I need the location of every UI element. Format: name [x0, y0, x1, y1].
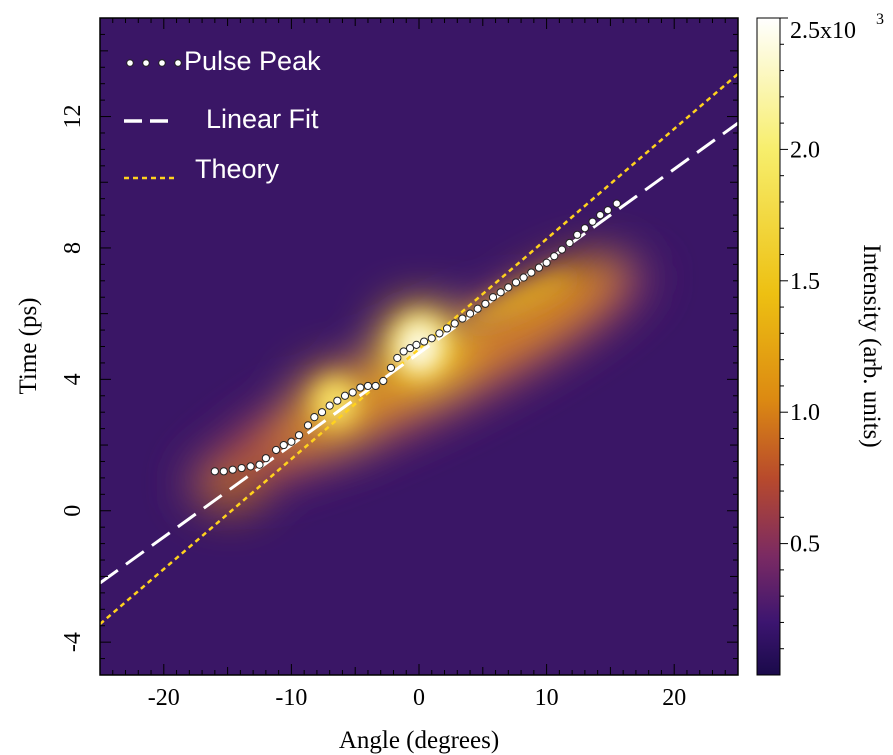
legend-label-theory: Theory: [195, 154, 280, 184]
pulse-peak-point: [420, 337, 429, 346]
pulse-peak-point: [534, 263, 544, 272]
colorbar-ticks: 0.5 1.0 1.5 2.0 2.5x10: [780, 17, 856, 650]
colorbar-tick-label: 0.5: [790, 532, 820, 558]
pulse-peak-point: [399, 347, 408, 356]
y-tick-label: 0: [60, 505, 86, 517]
pulse-peak-point: [465, 309, 475, 318]
pulse-peak-point: [219, 467, 228, 476]
pulse-peak-point: [340, 391, 350, 400]
pulse-peak-point: [511, 278, 521, 287]
pulse-peak-point: [565, 238, 574, 248]
colorbar-tick-label: 2.0: [790, 137, 820, 163]
pulse-peak-point: [435, 329, 444, 338]
colorbar-title: Intensity (arb. units): [858, 244, 885, 447]
pulse-peak-point: [386, 363, 396, 372]
pulse-peak-point: [317, 408, 327, 417]
pulse-peak-point: [246, 462, 255, 471]
pulse-peak-point: [237, 463, 246, 473]
y-tick-label: 4: [60, 373, 86, 385]
colorbar-gradient: [756, 17, 781, 676]
pulse-peak-point: [405, 344, 415, 353]
x-tick-label: -20: [148, 685, 180, 711]
legend-entry-theory: Theory: [124, 154, 280, 184]
colorbar: 0.5 1.0 1.5 2.0 2.5x10 3 Intensity (arb. uni…: [756, 11, 885, 676]
pulse-peak-point: [519, 273, 528, 282]
pulse-peak-point: [450, 319, 459, 328]
colorbar-tick-label: 1.0: [790, 400, 820, 426]
pulse-peak-point: [228, 465, 237, 474]
pulse-peak-point: [550, 252, 559, 261]
pulse-peak-point: [573, 230, 582, 239]
x-axis: -20 -10 0 10 20: [99, 18, 739, 711]
pulse-peak-point: [261, 454, 270, 463]
pulse-peak-point: [458, 314, 467, 323]
pulse-peak-point: [427, 334, 436, 343]
colorbar-tick-label: 1.5: [790, 269, 820, 295]
pulse-peak-point: [325, 401, 334, 410]
pulse-peak-point: [442, 324, 452, 333]
pulse-peak-point: [371, 381, 380, 391]
pulse-peak-point: [255, 460, 264, 469]
colorbar-exponent: 3: [876, 11, 884, 28]
legend-entry-linear-fit: Linear Fit: [124, 104, 319, 134]
legend-label-linear-fit: Linear Fit: [206, 104, 319, 134]
legend-dot: [174, 59, 182, 67]
pulse-peak-point: [412, 340, 421, 349]
pulse-peak-point: [333, 396, 342, 405]
pulse-peak-point: [363, 381, 373, 391]
legend: Pulse Peak Linear Fit Theory: [124, 46, 321, 184]
theory-line: [100, 72, 738, 626]
pulse-peak-point: [473, 304, 482, 313]
x-tick-label: 10: [535, 685, 559, 711]
legend-swatch-dots: [126, 59, 182, 67]
pulse-peak-point: [294, 431, 304, 440]
pulse-peak-point: [310, 413, 319, 422]
legend-dot: [126, 59, 134, 67]
linear-fit-line: [100, 121, 738, 585]
pulse-peak-point: [271, 445, 281, 455]
pulse-peak-point: [612, 199, 621, 208]
pulse-peak-point: [348, 388, 357, 397]
pulse-peak-point: [287, 437, 296, 446]
legend-entry-pulse-peak: Pulse Peak: [126, 46, 321, 76]
legend-dot: [142, 59, 150, 67]
pulse-peak-point: [527, 268, 536, 277]
x-tick-label: -10: [275, 685, 307, 711]
y-axis: -4 0 4 8 12: [60, 17, 738, 676]
pulse-peak-point: [596, 211, 605, 220]
legend-dot: [158, 59, 166, 67]
pulse-peak-point: [379, 376, 388, 386]
colorbar-tick-label: 2.5x10: [790, 18, 856, 44]
pulse-peak-point: [542, 258, 551, 267]
pulse-peak-point: [356, 383, 365, 392]
pulse-peak-point: [496, 288, 505, 297]
pulse-peak-point: [393, 353, 402, 363]
pulse-peak-point: [603, 206, 612, 215]
pulse-peak-point: [557, 245, 567, 254]
y-axis-title: Time (ps): [15, 297, 42, 394]
pulse-peak-point: [580, 224, 589, 233]
pulse-peak-point: [588, 217, 597, 226]
pulse-peak-point: [303, 421, 313, 430]
y-tick-label: 8: [60, 242, 86, 254]
pulse-peak-point: [210, 467, 219, 476]
x-tick-label: 0: [413, 685, 425, 711]
y-tick-label: 12: [60, 105, 86, 129]
legend-label-pulse-peak: Pulse Peak: [184, 46, 321, 76]
x-tick-label: 20: [662, 685, 686, 711]
pulse-peak-point: [279, 440, 288, 450]
pulse-peak-point: [481, 299, 490, 308]
pulse-peak-point: [504, 283, 513, 292]
y-tick-label: -4: [60, 632, 86, 652]
x-axis-title: Angle (degrees): [339, 727, 499, 754]
pulse-peak-point: [488, 293, 498, 302]
